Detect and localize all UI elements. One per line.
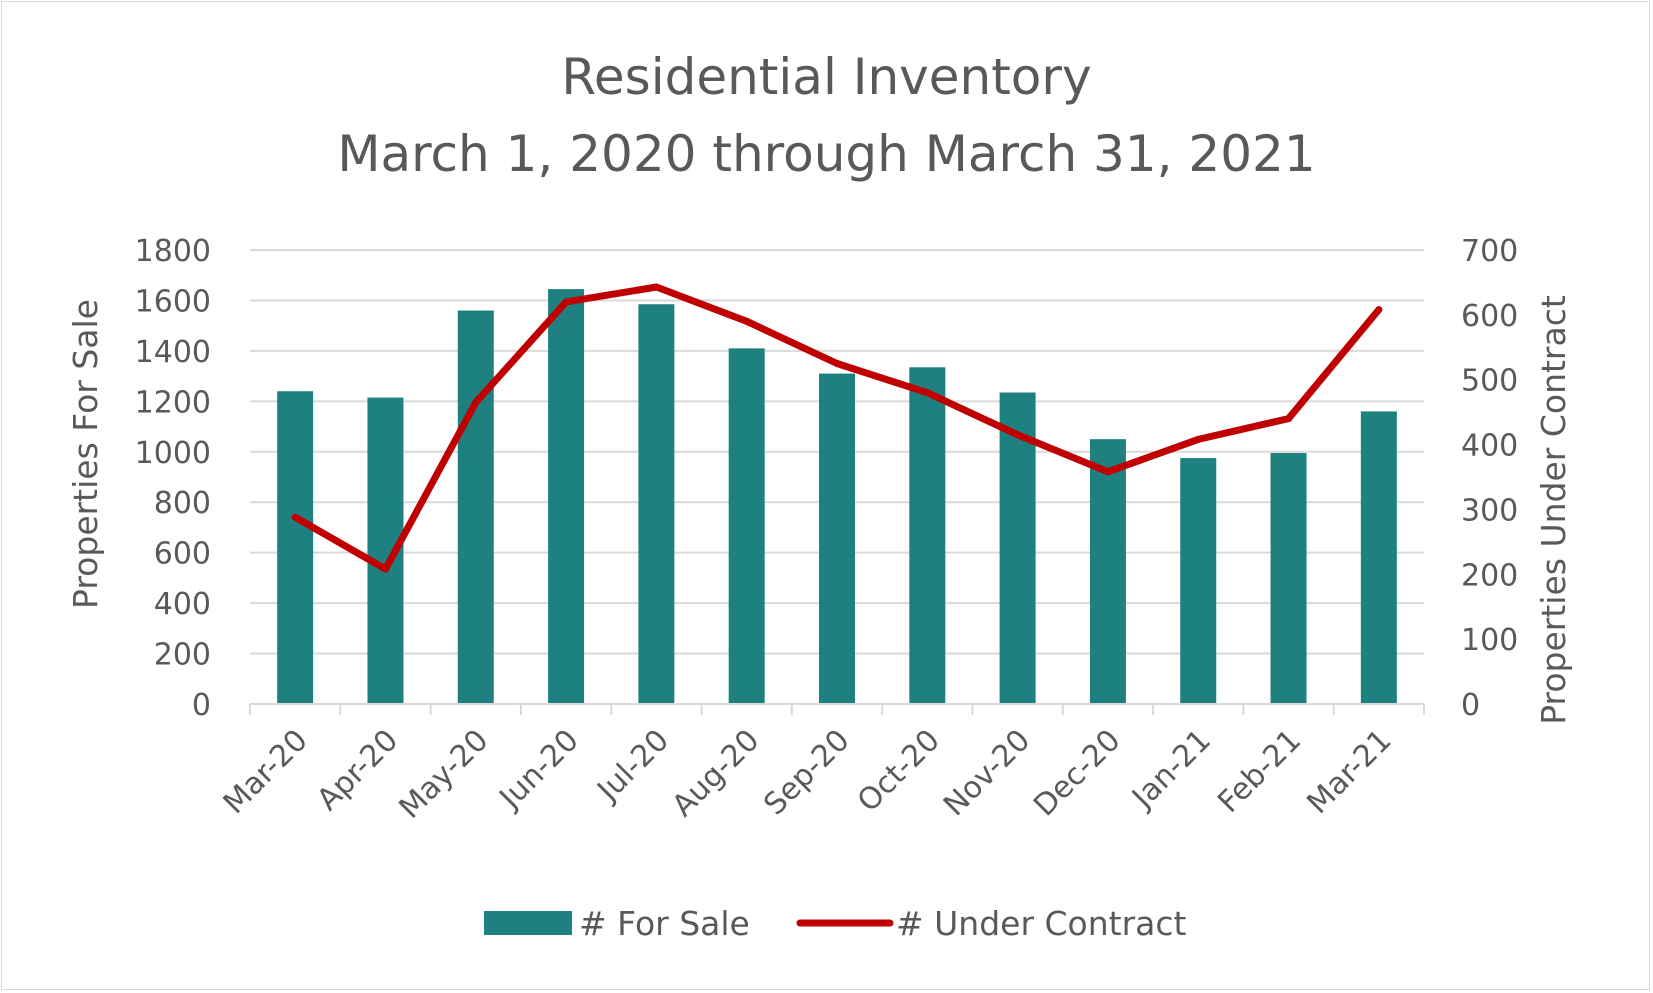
legend-label-under-contract: # Under Contract bbox=[896, 904, 1187, 943]
line-series bbox=[291, 283, 1383, 573]
y-tick-label: 1800 bbox=[135, 234, 211, 269]
x-tick-label: Jan-21 bbox=[1124, 723, 1218, 817]
y-tick-label: 1600 bbox=[135, 284, 211, 319]
x-tick-label: Feb-21 bbox=[1211, 723, 1308, 820]
y2-axis-ticks: 0 100 200 300 400 500 600 700 bbox=[1461, 234, 1518, 723]
y-tick-label: 1000 bbox=[135, 436, 211, 471]
y2-tick-label: 100 bbox=[1461, 623, 1518, 658]
line-point bbox=[291, 513, 299, 521]
bar bbox=[1360, 411, 1397, 704]
bar bbox=[457, 310, 494, 704]
x-tick-label: Oct-20 bbox=[851, 723, 947, 819]
y2-tick-label: 700 bbox=[1461, 234, 1518, 269]
x-tick-label: Aug-20 bbox=[666, 723, 767, 824]
line-point bbox=[1014, 431, 1022, 439]
y2-tick-label: 600 bbox=[1461, 299, 1518, 334]
line-point bbox=[1194, 435, 1202, 443]
y2-tick-label: 200 bbox=[1461, 558, 1518, 593]
bar-series bbox=[277, 289, 1397, 704]
line-point bbox=[562, 298, 570, 306]
y2-axis-title: Properties Under Contract bbox=[1534, 295, 1573, 725]
bar bbox=[819, 373, 855, 704]
y2-tick-label: 500 bbox=[1461, 364, 1518, 399]
line-point bbox=[472, 398, 480, 406]
legend-label-for-sale: # For Sale bbox=[579, 904, 750, 943]
x-axis bbox=[249, 703, 1425, 715]
bar bbox=[1270, 453, 1307, 704]
line-point bbox=[652, 283, 660, 291]
line-point bbox=[743, 317, 751, 325]
line-point bbox=[1104, 468, 1112, 476]
chart-title: Residential Inventory bbox=[561, 48, 1092, 106]
bar bbox=[638, 304, 675, 704]
y-tick-label: 600 bbox=[154, 537, 211, 572]
legend: # For Sale # Under Contract bbox=[484, 904, 1187, 943]
x-tick-label: Apr-20 bbox=[310, 723, 405, 818]
x-tick-label: Sep-20 bbox=[757, 723, 856, 822]
y2-tick-label: 0 bbox=[1461, 688, 1480, 723]
y-axis-ticks: 0 200 400 600 800 1000 1200 1400 1600 1800 bbox=[135, 234, 211, 723]
x-tick-label: Mar-20 bbox=[217, 723, 315, 821]
y2-tick-label: 400 bbox=[1461, 429, 1518, 464]
bar bbox=[728, 348, 765, 704]
bar bbox=[548, 289, 585, 704]
x-tick-label: Mar-21 bbox=[1300, 723, 1398, 821]
line-point bbox=[833, 360, 841, 367]
y-tick-label: 1200 bbox=[135, 385, 211, 420]
x-tick-label: Nov-20 bbox=[937, 723, 1037, 823]
line-point bbox=[923, 389, 931, 397]
chart-subtitle: March 1, 2020 through March 31, 2021 bbox=[337, 125, 1316, 183]
y2-tick-label: 300 bbox=[1461, 493, 1518, 528]
y-axis-title: Properties For Sale bbox=[66, 299, 105, 609]
legend-swatch-for-sale bbox=[484, 911, 572, 935]
bar bbox=[909, 367, 946, 704]
bar bbox=[277, 391, 314, 704]
x-tick-label: Dec-20 bbox=[1027, 723, 1127, 823]
y-tick-label: 200 bbox=[154, 638, 211, 673]
y-tick-label: 400 bbox=[154, 587, 211, 622]
y-tick-label: 1400 bbox=[135, 335, 211, 370]
y-tick-label: 0 bbox=[192, 688, 211, 723]
x-tick-label: May-20 bbox=[393, 723, 496, 826]
line-point bbox=[1375, 306, 1383, 314]
x-tick-label: Jul-20 bbox=[590, 723, 676, 809]
bar bbox=[999, 392, 1036, 704]
bar bbox=[1180, 458, 1217, 704]
x-tick-label: Jun-20 bbox=[492, 723, 586, 817]
bar bbox=[1089, 439, 1126, 704]
line-point bbox=[1285, 415, 1293, 423]
y-tick-label: 800 bbox=[154, 486, 211, 521]
line-point bbox=[381, 565, 389, 573]
